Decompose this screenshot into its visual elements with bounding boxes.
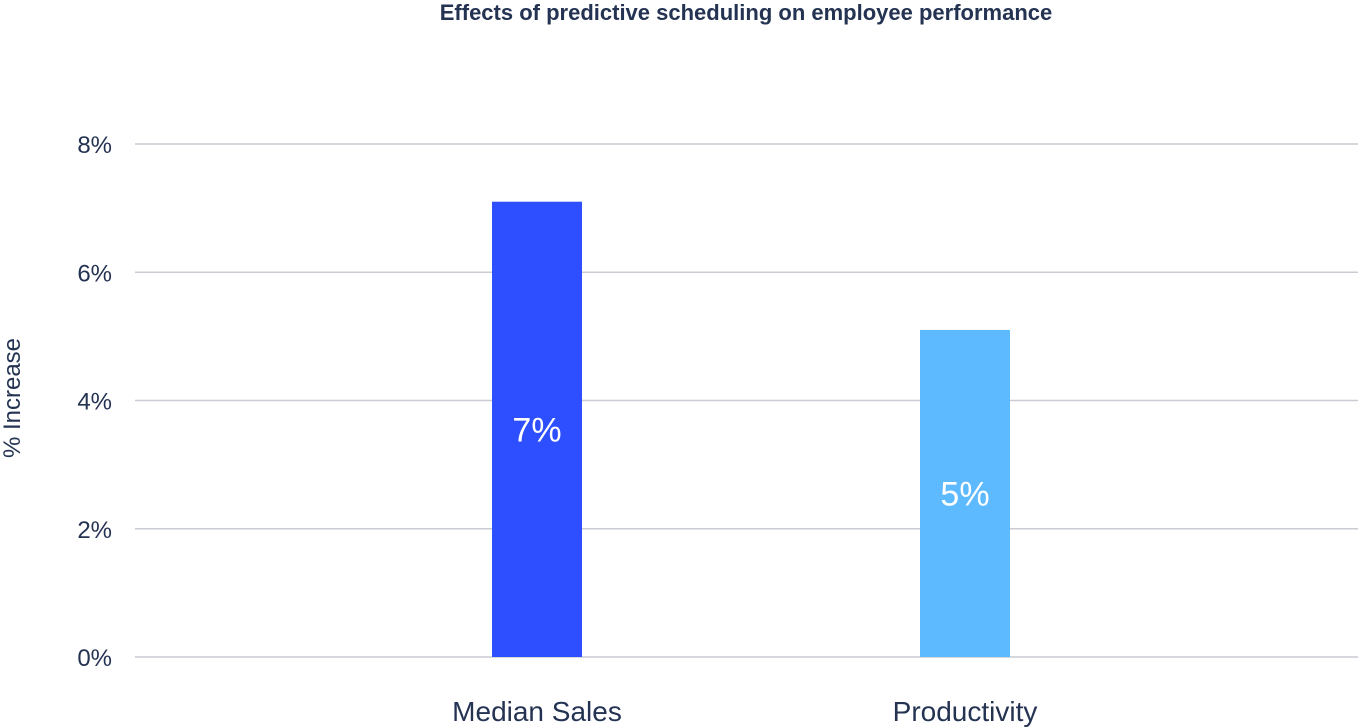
bar-median-sales <box>492 201 582 657</box>
bar-value-label: 5% <box>940 475 989 513</box>
y-axis-ticks: 0% 2% 4% 6% 8% <box>77 132 112 672</box>
y-tick-label: 2% <box>77 517 112 544</box>
bars: 7% 5% <box>492 201 1010 657</box>
y-tick-label: 4% <box>77 389 112 416</box>
y-tick-label: 0% <box>77 645 112 672</box>
y-tick-label: 8% <box>77 132 112 159</box>
x-tick-label: Productivity <box>893 696 1038 727</box>
gridlines <box>135 143 1358 658</box>
bar-productivity <box>920 329 1010 657</box>
x-axis-ticks: Median Sales Productivity <box>452 696 1037 727</box>
chart-title: Effects of predictive scheduling on empl… <box>440 0 1053 25</box>
y-axis-label: % Increase <box>0 338 26 458</box>
y-tick-label: 6% <box>77 260 112 287</box>
bar-value-label: 7% <box>512 411 561 449</box>
x-tick-label: Median Sales <box>452 696 622 727</box>
